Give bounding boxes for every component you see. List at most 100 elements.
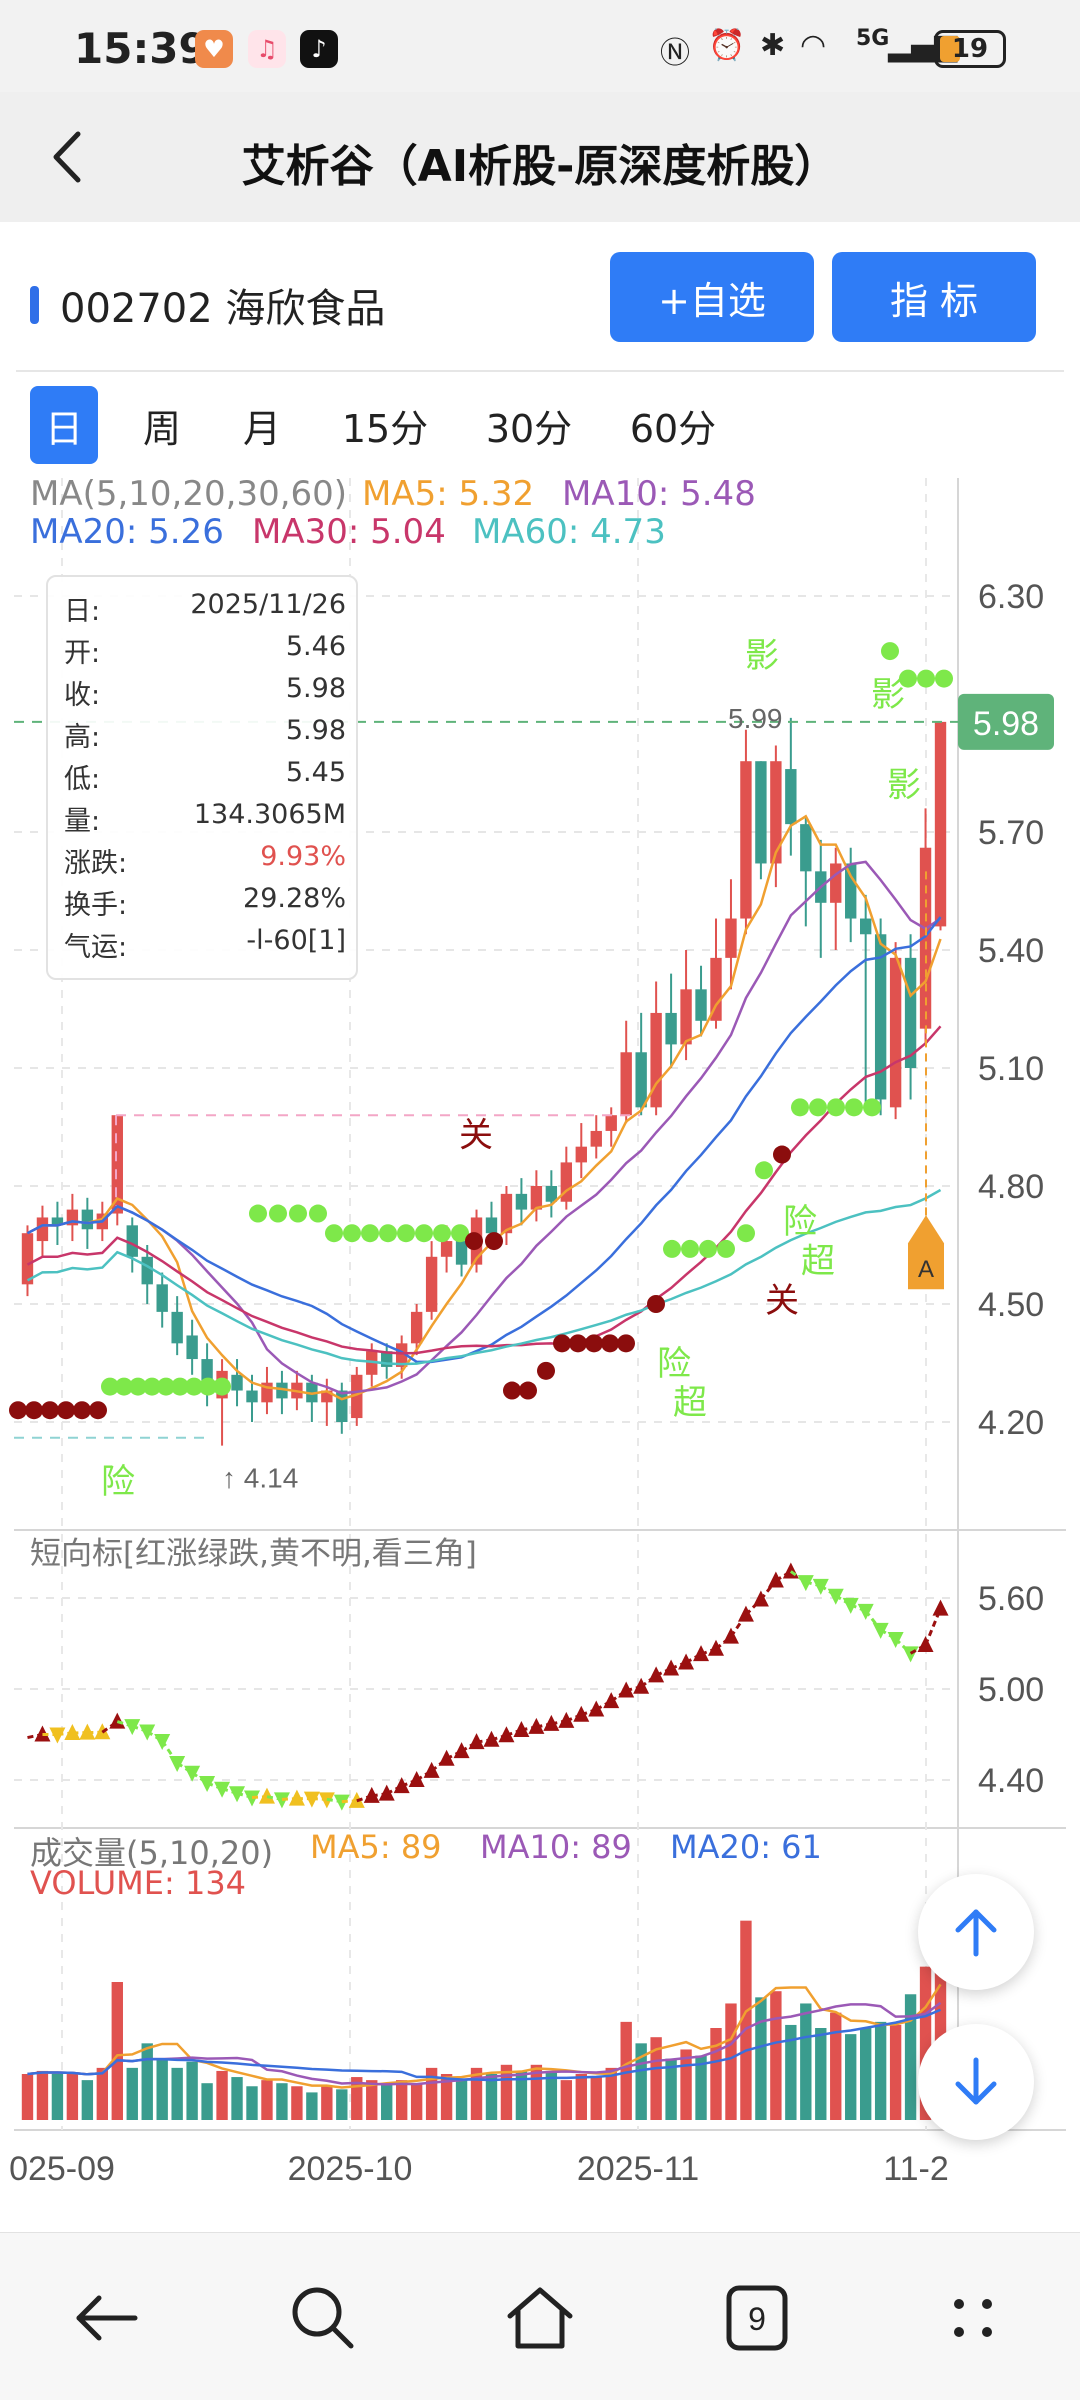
back-button[interactable] [36,122,106,192]
scroll-down-button[interactable] [918,2024,1034,2140]
volume-bar [500,2064,513,2120]
ma60-legend: MA60: 4.73 [472,512,666,552]
period-tabs: 日 周 月 15分 30分 60分 [0,380,1080,470]
candle-body [485,1217,498,1234]
info-row-high: 高: 5.98 [64,715,346,753]
info-row-open: 开: 5.46 [64,631,346,669]
candle-body [740,761,752,919]
nav-back-button[interactable] [62,2273,152,2363]
candle-body [500,1193,513,1234]
candle-body [530,1186,543,1210]
signal-dot-green [845,1098,863,1117]
candle-body [21,1233,34,1285]
candle-body [141,1256,153,1285]
volume-bar [351,2077,363,2120]
chart-annotation: 险 [783,1202,817,1242]
x-axis-label: 025-09 [9,2150,115,2182]
candle-body [680,989,692,1045]
nav-menu-button[interactable] [928,2273,1018,2363]
volume-bar [381,2083,393,2120]
volume-bar [156,2058,168,2120]
candle-body [889,957,902,1108]
candle-body [126,1225,138,1257]
candle-body [934,721,947,927]
signal-dot-dark [485,1232,503,1251]
battery-level: 19 [951,34,989,64]
kline-chart[interactable]: 6.30 5.70 5.40 5.10 4.80 4.50 4.20 5.98 5.99 ↑ 4.… [0,470,1080,2182]
direction-triangle [244,1790,260,1807]
add-watchlist-button[interactable]: +自选 [610,252,814,342]
x-axis-label: 2025-10 [288,2150,413,2182]
volume-bar [21,2074,34,2120]
volume-bar [276,2083,288,2120]
signal-dot-green [791,1098,809,1117]
candle-body [201,1359,213,1391]
tab-30min[interactable]: 30分 [485,406,573,451]
signal-dot-green [717,1239,735,1258]
volume-ma20-legend: MA20: 61 [670,1828,822,1866]
chart-annotation: 险 [101,1462,135,1502]
tab-15min[interactable]: 15分 [341,406,429,451]
signal-dot-green [379,1224,397,1243]
tab-day[interactable]: 日 [30,386,98,464]
volume-legend-label: 成交量(5,10,20) [30,1834,274,1872]
ma20-line [26,916,942,1364]
tab-week[interactable]: 周 [142,406,181,451]
volume-bar [845,2034,857,2120]
candle-body [440,1241,453,1257]
direction-triangle [782,1562,799,1579]
tab-60min[interactable]: 60分 [629,406,717,451]
signal-dot-green [157,1377,175,1396]
sub-axis-label: 5.60 [978,1580,1044,1618]
tab-month[interactable]: 月 [242,406,281,451]
signal-dot-dark [773,1145,791,1164]
volume-bar [291,2086,303,2120]
volume-bar [395,2080,408,2120]
direction-line-segment [715,1635,732,1650]
volume-bar [171,2067,183,2120]
signal-dot-dark [57,1401,75,1420]
signal-dot-dark [617,1334,635,1353]
nav-tabs-button[interactable]: 9 [712,2273,802,2363]
volume-ma20-line [27,2008,942,2082]
signal-dot-green [681,1239,699,1258]
nav-home-button[interactable] [495,2273,585,2363]
bottom-nav-bar: 9 [0,2232,1080,2400]
chart-annotation: 关 [459,1116,493,1156]
direction-triangle [273,1792,290,1809]
chart-annotation: 影 [887,766,921,806]
signal-dot-dark [465,1232,483,1251]
battery-icon: 19 [934,30,1006,68]
info-row-close: 收: 5.98 [64,673,346,711]
price-axis-label: 4.20 [978,1404,1044,1442]
nav-search-button[interactable] [278,2273,368,2363]
info-row-change: 涨跌: 9.93% [64,841,346,879]
current-price-tag [958,693,1054,750]
chart-annotation: 超 [801,1242,835,1282]
candle-body [381,1351,393,1367]
signal-dot-dark [519,1381,537,1400]
indicator-button[interactable]: 指 标 [832,252,1036,342]
candle-info-box: 日: 2025/11/26 开: 5.46 收: 5.98 高: 5.98 低: 5.45… [46,575,358,980]
volume-ma10-line [27,2001,942,2086]
volume-bar [770,1991,782,2120]
volume-ma10-legend: MA10: 89 [480,1828,632,1866]
scroll-up-button[interactable] [918,1874,1034,1990]
signal-dot-green [143,1377,161,1396]
info-row-date: 日: 2025/11/26 [64,589,346,627]
volume-bar [425,2067,438,2120]
signal-dot-dark [537,1361,555,1380]
volume-bar [590,2077,602,2120]
direction-line-segment [744,1598,762,1616]
volume-bar [800,2003,812,2120]
candle-body [575,1146,587,1163]
volume-ma5-legend: MA5: 89 [310,1828,442,1866]
candle-body [51,1217,64,1226]
volume-bar [186,2061,198,2120]
candle-body [545,1186,558,1202]
candle-body [395,1343,408,1367]
volume-bar [216,2070,228,2120]
info-row-low: 低: 5.45 [64,757,346,795]
signal-dot-green [289,1204,307,1223]
chart-annotation: 影 [871,675,905,715]
